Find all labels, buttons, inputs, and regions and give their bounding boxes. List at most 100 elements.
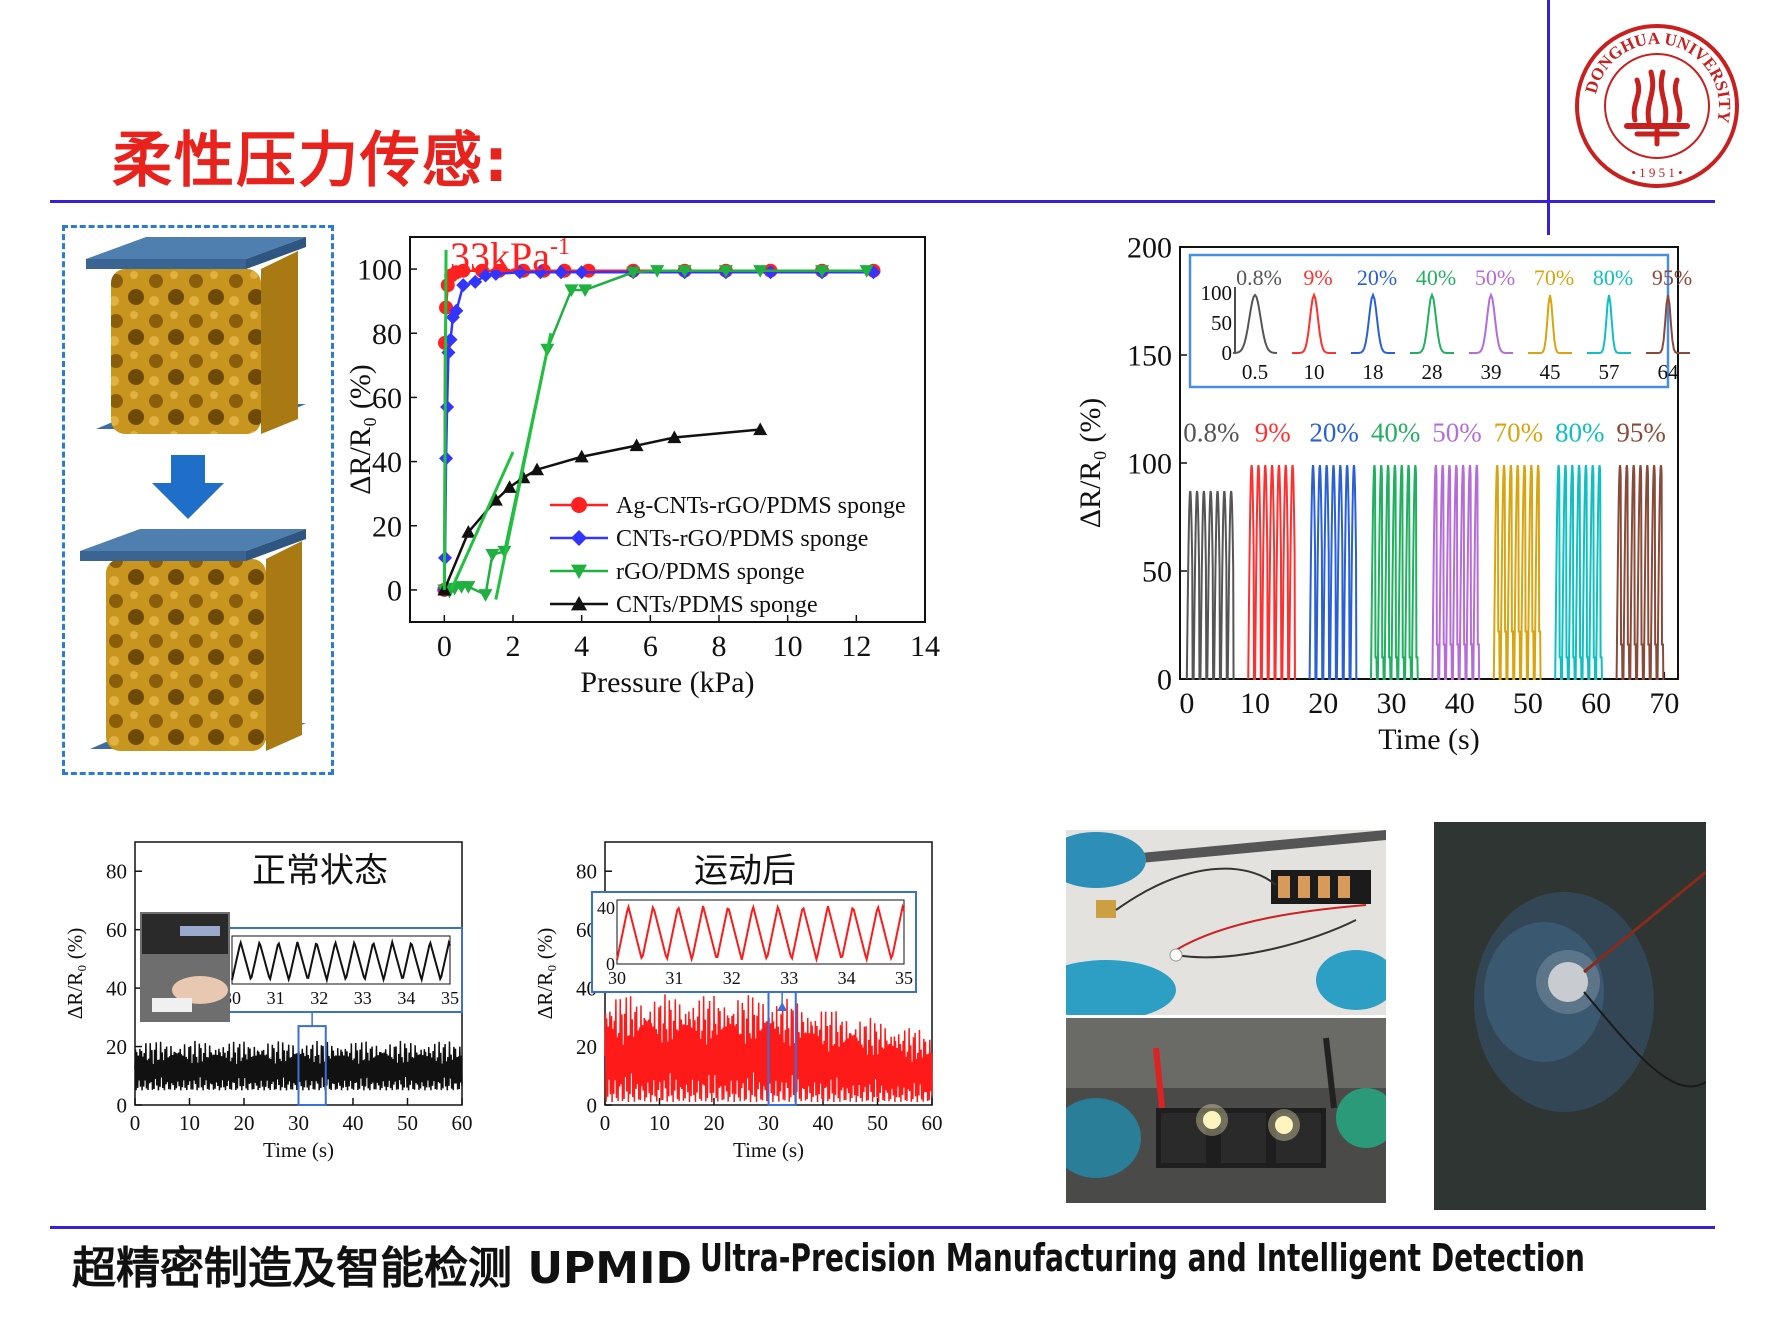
sponge-compressed [80, 529, 306, 751]
data-point [449, 303, 464, 318]
inset-peak [1350, 292, 1396, 354]
strain-series-1: 9% [1247, 417, 1296, 680]
sensitivity-annotation: 33kPa-1 [450, 234, 570, 279]
data-point [629, 438, 644, 452]
hand [172, 976, 228, 1004]
data-point [718, 265, 733, 278]
data-point [530, 462, 545, 476]
data-point [677, 265, 692, 278]
x-tick-label: 20 [234, 1111, 255, 1135]
data-point [753, 422, 768, 436]
inset-trace [616, 903, 905, 964]
inset-strain-label: 50% [1475, 265, 1515, 290]
inset-trace [231, 938, 451, 984]
x-tick-label: 0 [130, 1111, 141, 1135]
inset-plot-frame [616, 899, 905, 965]
y-axis-label: ΔR/R₀ (%) [533, 928, 557, 1019]
inset-x-tick-label: 32 [310, 988, 328, 1008]
data-point [512, 265, 527, 280]
data-point [440, 400, 455, 415]
pulse-inset: 30 31 32 33 34 35 0 40 [591, 891, 917, 993]
data-point [574, 449, 589, 463]
y-tick-label: 60 [106, 918, 127, 942]
instrument-display [180, 926, 220, 936]
y-tick-label: 200 [1127, 235, 1172, 265]
plot-frame [409, 236, 926, 623]
inset-x-tick-label: 57 [1599, 360, 1620, 384]
x-tick-label: 8 [712, 630, 727, 663]
y-tick-label: 80 [576, 860, 597, 884]
sponge-illustration [80, 237, 306, 751]
x-tick-label: 30 [288, 1111, 309, 1135]
photo-sensor-circuit [1066, 830, 1386, 1015]
strain-series-2: 20% [1308, 417, 1359, 680]
legend-entry: rGO/PDMS sponge [550, 559, 805, 585]
logo-year-text: • 1 9 5 1 • [1631, 165, 1682, 180]
wristband [152, 998, 192, 1012]
photo-glowing-device [1434, 822, 1706, 1210]
data-point [571, 497, 587, 513]
data-point [468, 274, 483, 289]
inset-x-tick-label: 0.5 [1242, 360, 1268, 384]
x-tick-label: 30 [1376, 687, 1406, 720]
inset-peak [1646, 294, 1690, 354]
strain-series-3: 40% [1370, 417, 1420, 680]
x-tick-label: 0 [600, 1111, 611, 1135]
y-axis-label: ΔR/R₀ (%) [63, 928, 87, 1019]
data-point [626, 266, 641, 280]
x-axis-label: Time (s) [263, 1138, 334, 1162]
data-point [488, 266, 503, 281]
y-tick-label: 40 [372, 446, 402, 479]
x-tick-label: 60 [452, 1111, 473, 1135]
x-tick-label: 30 [758, 1111, 779, 1135]
data-point [753, 265, 768, 278]
inset-x-tick-label: 32 [723, 968, 741, 988]
data-point [564, 284, 579, 297]
data-point [478, 589, 493, 602]
inset-y-tick-label: 40 [597, 898, 615, 918]
y-axis-label: ΔR/R₀ (%) [344, 364, 377, 495]
logo-divider [1547, 0, 1550, 235]
y-tick-label: 40 [106, 976, 127, 1000]
inset-x-tick-label: 64 [1658, 360, 1680, 384]
x-tick-label: 60 [1581, 687, 1611, 720]
y-tick-label: 100 [357, 254, 402, 287]
series-line [443, 428, 761, 591]
strain-label: 50% [1432, 417, 1482, 447]
y-tick-label: 50 [1142, 556, 1172, 589]
inset-x-tick-label: 18 [1363, 360, 1384, 384]
strain-trace [1615, 465, 1665, 680]
fit-line [494, 332, 553, 600]
data-point [763, 265, 778, 280]
x-axis-label: Pressure (kPa) [580, 666, 754, 699]
pulse-inset: 303132333435020 [206, 927, 463, 1013]
data-point [461, 525, 476, 538]
y-tick-label: 20 [106, 1035, 127, 1059]
down-arrow-icon [152, 455, 224, 519]
inset-peak [1587, 294, 1631, 354]
inset-x-tick-label: 28 [1422, 360, 1443, 384]
sponge-illustration-frame [62, 225, 334, 775]
inset-x-tick-label: 34 [838, 968, 856, 988]
strain-trace [1492, 465, 1542, 680]
strain-trace [1185, 490, 1235, 680]
x-tick-label: 50 [397, 1111, 418, 1135]
x-tick-label: 60 [922, 1111, 943, 1135]
pressure-response-chart: 0 2 4 6 8 10 12 14 0 20 40 60 80 100 Pressure (kPa) ΔR/… [344, 234, 940, 699]
inset-strain-label: 20% [1357, 265, 1397, 290]
inset-x-tick-label: 34 [397, 988, 415, 1008]
fit-line [449, 451, 515, 591]
strain-trace [1247, 465, 1296, 680]
inset-strain-label: 0.8% [1236, 265, 1282, 290]
x-tick-label: 50 [867, 1111, 888, 1135]
strain-label: 80% [1555, 417, 1605, 447]
inset-y-tick-label: 0 [606, 954, 615, 974]
y-tick-label: 0 [1157, 664, 1172, 697]
inset-x-tick-label: 33 [780, 968, 798, 988]
x-tick-label: 20 [1308, 687, 1338, 720]
legend-label: CNTs-rGO/PDMS sponge [616, 526, 868, 552]
x-tick-label: 20 [704, 1111, 725, 1135]
inset-strain-label: 80% [1593, 265, 1633, 290]
y-tick-label: 0 [387, 574, 402, 607]
